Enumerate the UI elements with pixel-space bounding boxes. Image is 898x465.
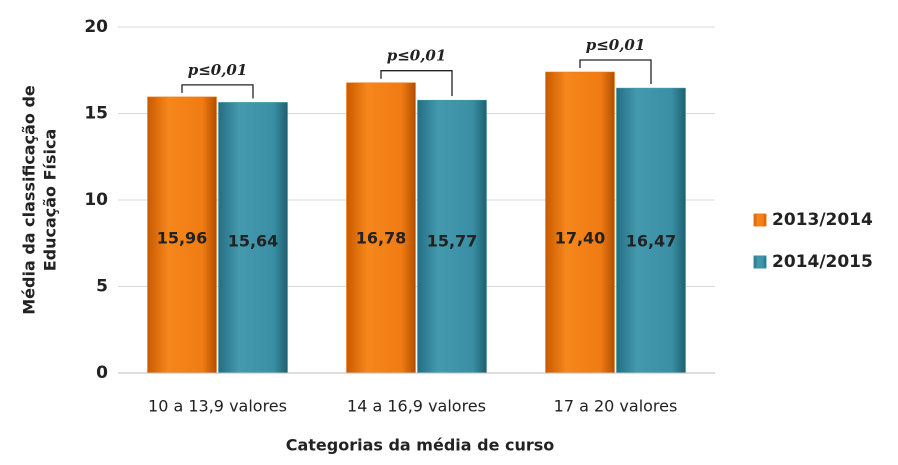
legend-label: 2014/2015	[772, 252, 873, 272]
significance-bracket	[579, 59, 652, 85]
bar	[218, 102, 288, 374]
y-tick-label: 0	[96, 363, 108, 383]
bar	[147, 96, 217, 374]
bar	[346, 82, 416, 374]
bar	[417, 99, 487, 374]
y-tick-label: 5	[96, 277, 108, 297]
y-axis-label: Média da classificação de	[20, 85, 39, 315]
value-label: 15,64	[228, 232, 279, 251]
legend-label: 2013/2014	[772, 210, 873, 230]
value-label: 16,78	[356, 229, 407, 248]
bar	[616, 87, 686, 374]
value-label: 17,40	[555, 229, 606, 248]
legend-marker	[753, 255, 767, 269]
annotation: p≤0,01	[387, 47, 447, 65]
y-axis-label: Educação Física	[41, 129, 60, 272]
x-axis-label: Categorias da média de curso	[286, 436, 555, 455]
bar	[545, 71, 615, 374]
significance-bracket	[380, 70, 453, 97]
annotation: p≤0,01	[586, 36, 646, 54]
y-tick-label: 20	[84, 17, 108, 37]
y-tick-label: 10	[84, 190, 108, 210]
y-tick-label: 15	[84, 104, 108, 124]
value-label: 15,77	[427, 232, 478, 251]
x-tick-label: 14 a 16,9 valores	[347, 397, 486, 416]
x-tick-label: 10 a 13,9 valores	[148, 397, 287, 416]
x-tick-label: 17 a 20 valores	[554, 397, 678, 416]
value-label: 16,47	[626, 232, 677, 251]
value-label: 15,96	[157, 229, 208, 248]
annotation: p≤0,01	[188, 61, 248, 79]
significance-bracket	[181, 84, 254, 99]
legend-marker	[753, 213, 767, 227]
